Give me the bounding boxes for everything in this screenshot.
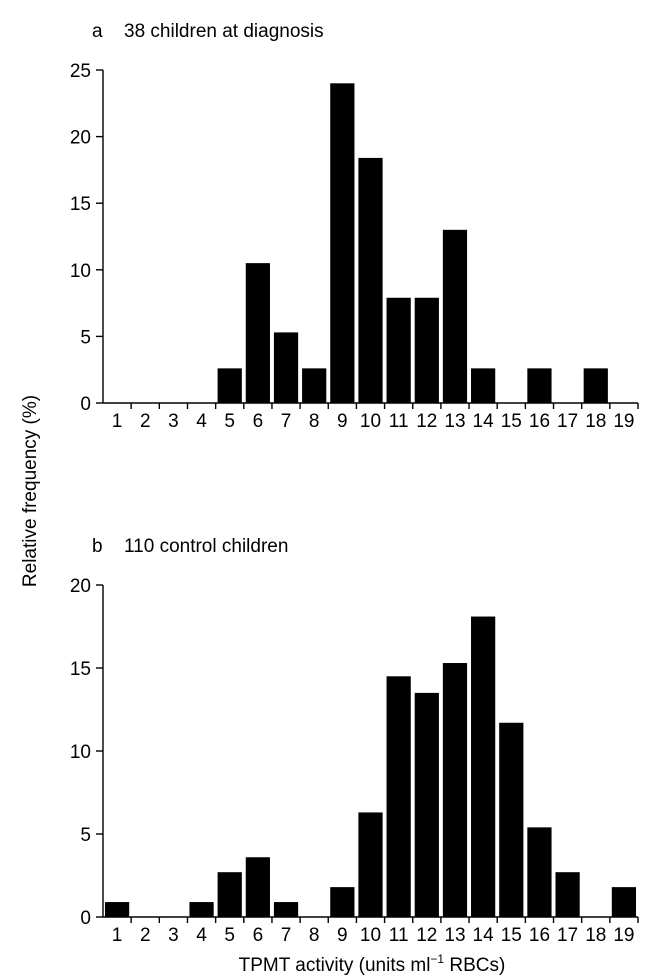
x-axis-label: TPMT activity (units ml−1 RBCs) (239, 952, 506, 976)
panel-a-x-tick-label: 10 (360, 411, 381, 432)
panel-b-bar-5 (217, 872, 242, 917)
panel-a-title: 38 children at diagnosis (124, 21, 324, 42)
panel-a-y-tick-label: 0 (80, 394, 91, 415)
panel-b-bar-16 (527, 827, 552, 917)
panel-b-x-tick-label: 8 (309, 925, 320, 946)
panel-a-y-tick-label: 15 (70, 194, 91, 215)
panel-a-x-tick-label: 16 (529, 411, 550, 432)
panel-a-x-tick-label: 4 (196, 411, 207, 432)
panel-a-y-tick-label: 20 (70, 128, 91, 149)
panel-b-bar-4 (189, 902, 214, 917)
panel-b-x-tick-label: 16 (529, 925, 550, 946)
x-axis-label-main: TPMT activity (units ml (239, 955, 431, 976)
panel-b-bar-15 (499, 722, 524, 917)
panel-b-y-tick-label: 10 (70, 742, 91, 763)
panel-b-x-tick-label: 15 (501, 925, 522, 946)
panel-b-bar-14 (471, 616, 496, 917)
panel-b-x-tick-label: 14 (473, 925, 495, 946)
panel-a-bar-12 (414, 297, 439, 403)
panel-a-x-tick-label: 14 (473, 411, 495, 432)
panel-b-x-tick-label: 5 (224, 925, 235, 946)
panel-b-x-tick-label: 7 (281, 925, 292, 946)
panel-b-x-tick-label: 13 (444, 925, 465, 946)
panel-a-letter: a (92, 21, 103, 42)
panel-a-bar-6 (245, 263, 270, 403)
panel-a-bar-11 (386, 297, 411, 403)
panel-b-bar-17 (555, 872, 580, 917)
panel-a-bar-13 (442, 229, 468, 403)
panel-a-x-tick-label: 9 (337, 411, 348, 432)
panel-b-bar-9 (330, 887, 355, 917)
panel-a-x-tick-label: 19 (613, 411, 634, 432)
panel-a-bar-10 (358, 157, 383, 403)
panel-a-x-tick-label: 12 (416, 411, 437, 432)
panel-b-y-tick-label: 5 (80, 825, 91, 846)
panel-a-x-tick-label: 13 (444, 411, 465, 432)
panel-a-x-tick-label: 15 (501, 411, 522, 432)
panel-a-bar-16 (527, 368, 552, 403)
panel-a-bar-9 (330, 83, 355, 403)
panel-b-x-tick-label: 19 (613, 925, 634, 946)
panel-b-title: 110 control children (124, 536, 288, 557)
panel-b-bar-13 (442, 663, 468, 917)
panel-b-y-tick-label: 15 (70, 659, 91, 680)
panel-a-y-tick-label: 25 (70, 61, 91, 82)
panel-b-bar-7 (273, 902, 299, 917)
panel-b-x-tick-label: 1 (112, 925, 123, 946)
panel-b-x-tick-label: 3 (168, 925, 179, 946)
panel-b-x-tick-label: 4 (196, 925, 207, 946)
panel-a-bar-18 (583, 368, 608, 403)
panel-a-y-tick-label: 5 (80, 327, 91, 348)
panel-a-x-tick-label: 6 (253, 411, 264, 432)
panel-a-x-tick-label: 1 (112, 411, 123, 432)
panel-b-bar-19 (611, 887, 637, 917)
panel-a-x-tick-label: 5 (224, 411, 235, 432)
panel-b-x-tick-label: 11 (389, 925, 409, 946)
panel-b-x-tick-label: 18 (585, 925, 606, 946)
panel-b-bar-11 (386, 676, 411, 917)
panel-a-y-tick-label: 10 (70, 261, 91, 282)
panel-b-bar-10 (358, 812, 383, 917)
panel-b-y-tick-label: 20 (70, 576, 91, 597)
panel-b-letter: b (92, 536, 103, 557)
panel-a-bar-5 (217, 368, 242, 403)
panel-b-y-tick-label: 0 (80, 908, 91, 929)
panel-b-x-tick-label: 9 (337, 925, 348, 946)
panel-a-x-tick-label: 7 (281, 411, 292, 432)
panel-a-x-tick-label: 17 (557, 411, 578, 432)
panel-a-x-tick-label: 2 (140, 411, 151, 432)
panel-a-x-tick-label: 3 (168, 411, 179, 432)
panel-a-x-tick-label: 8 (309, 411, 320, 432)
panel-b-bar-1 (104, 902, 130, 917)
panel-b-x-tick-label: 2 (140, 925, 151, 946)
panel-b-bar-12 (414, 692, 439, 917)
y-axis-label: Relative frequency (%) (20, 395, 41, 587)
panel-b-x-tick-label: 6 (253, 925, 264, 946)
x-axis-label-tail: RBCs) (444, 955, 505, 976)
panel-b-x-tick-label: 10 (360, 925, 381, 946)
panel-a-x-tick-label: 18 (585, 411, 606, 432)
panel-b-bar-6 (245, 857, 270, 917)
panel-a-bar-14 (471, 368, 496, 403)
panel-a-bar-7 (273, 332, 299, 403)
panel-b-x-tick-label: 17 (557, 925, 578, 946)
panel-a-bar-8 (302, 368, 327, 403)
x-axis-label-superscript: −1 (430, 952, 444, 966)
panel-a-x-tick-label: 11 (389, 411, 409, 432)
panel-b-x-tick-label: 12 (416, 925, 437, 946)
